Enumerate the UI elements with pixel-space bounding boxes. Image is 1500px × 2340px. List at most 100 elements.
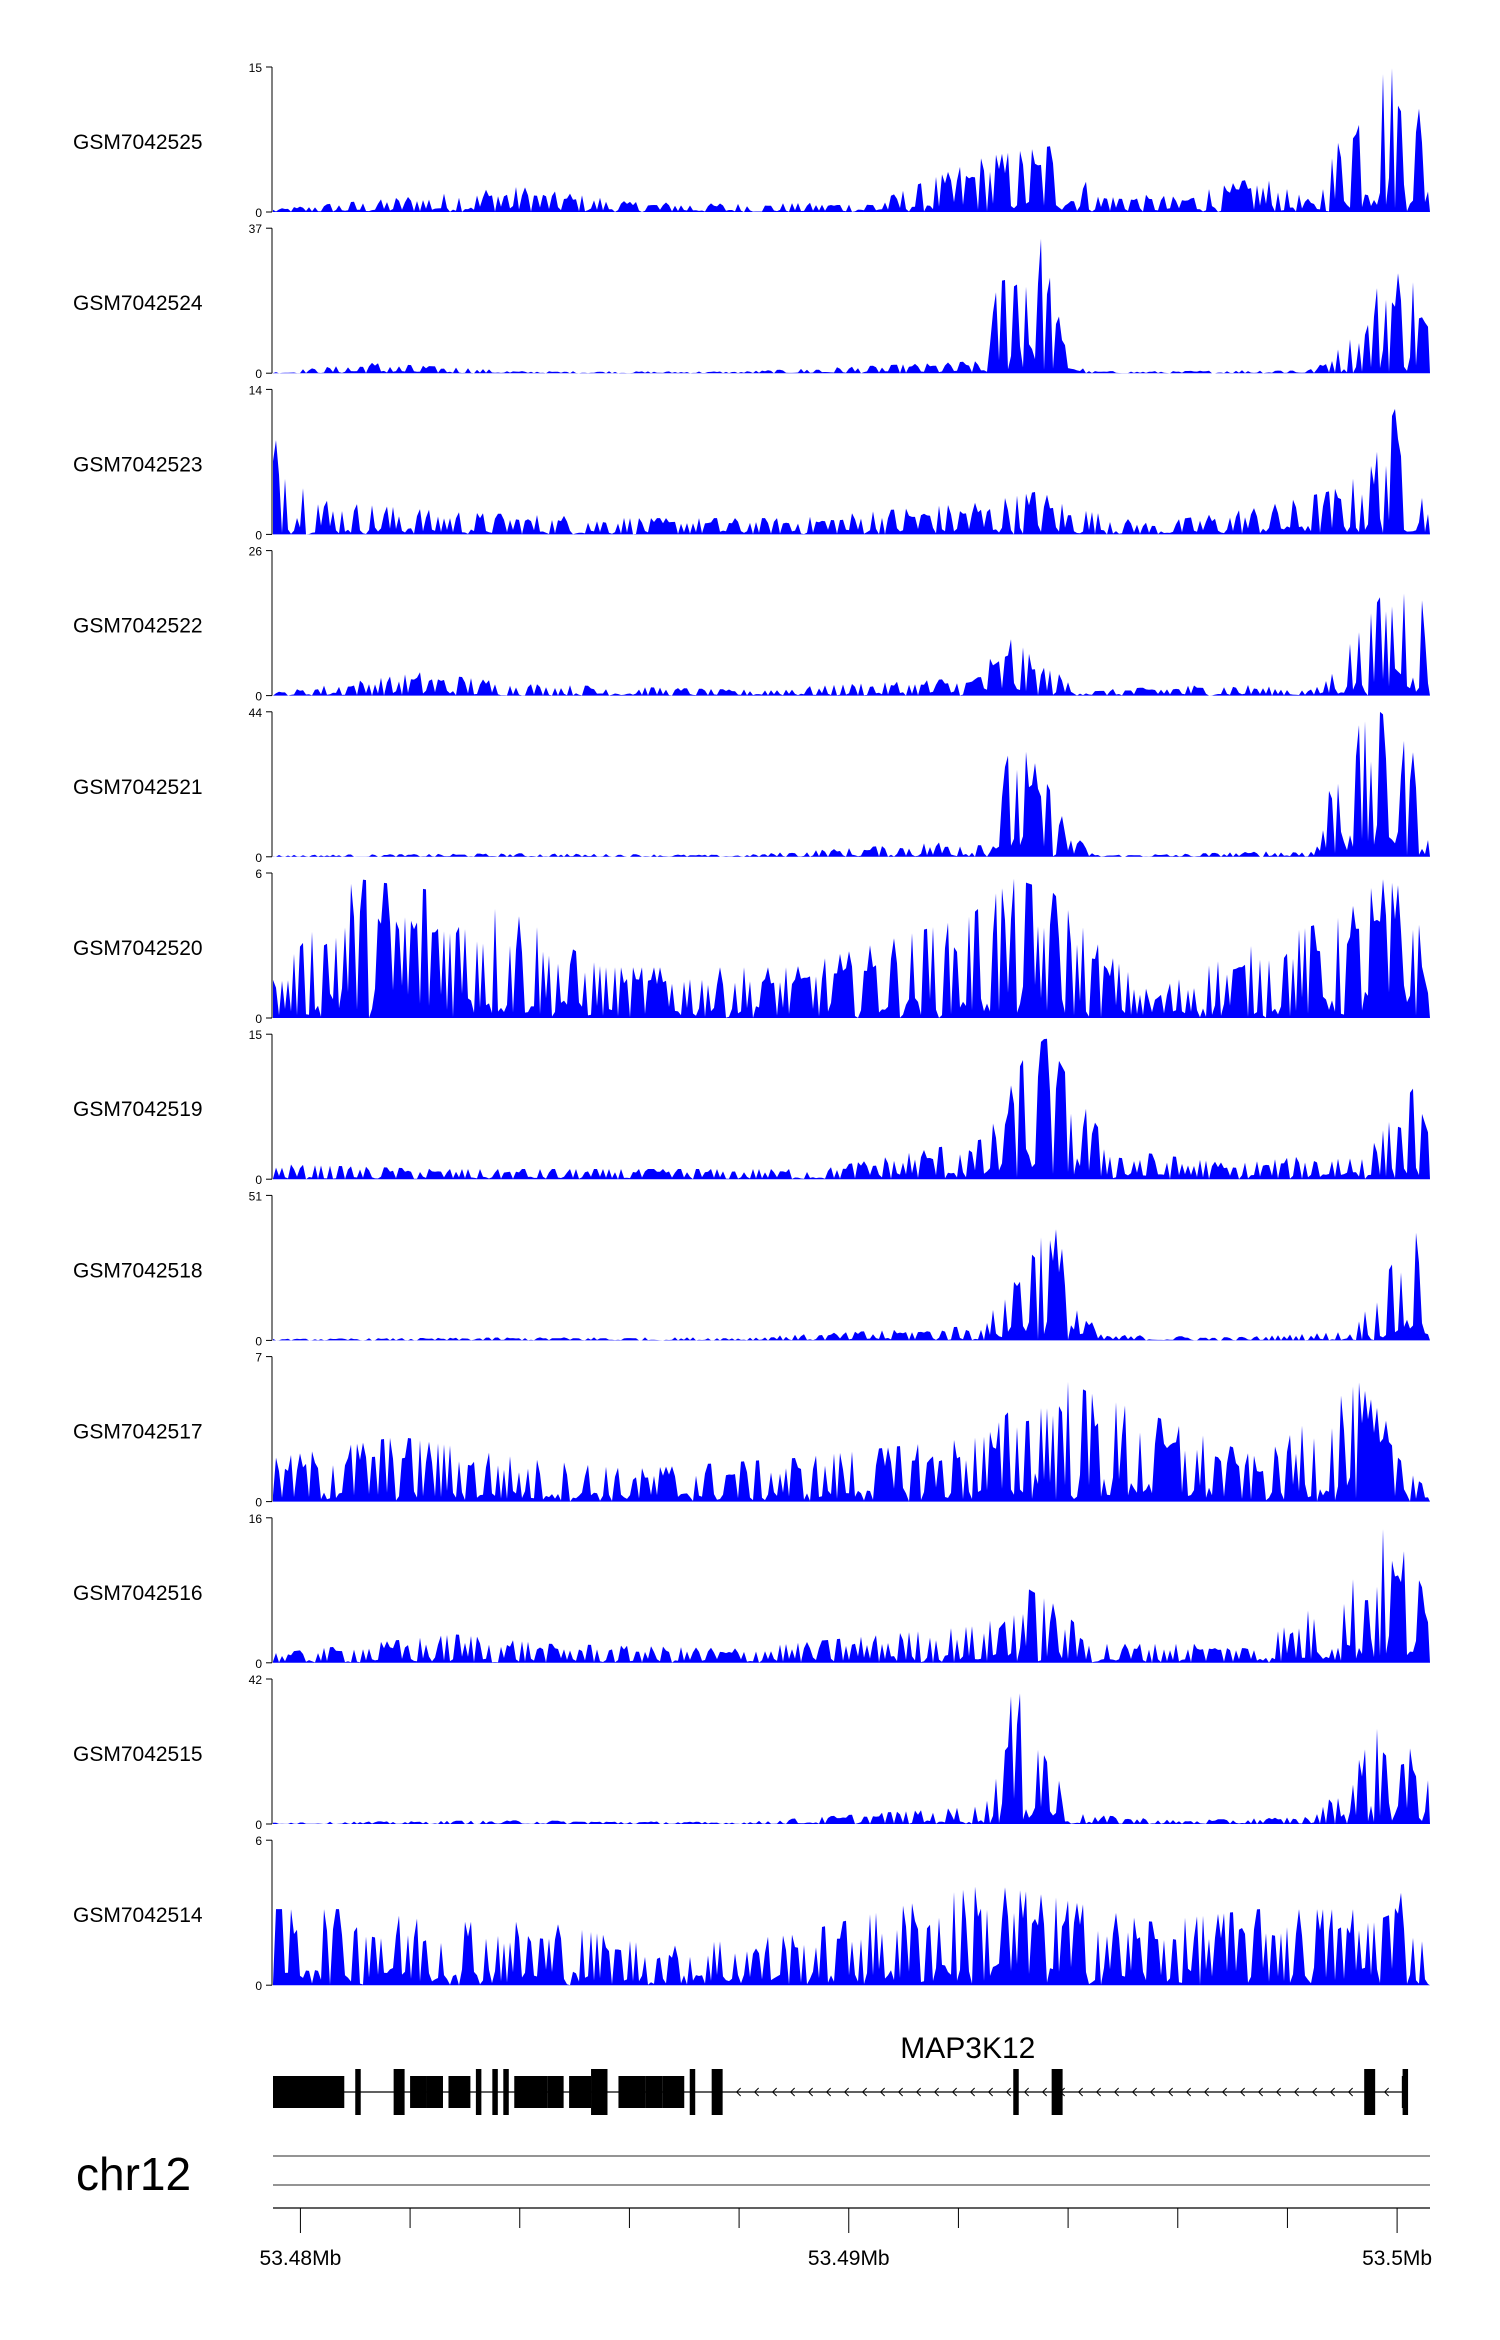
gene-label: MAP3K12 (900, 2032, 1035, 2065)
strand-arrow (1131, 2087, 1137, 2097)
track-ymax-label: 26 (249, 545, 263, 559)
strand-arrow (1167, 2087, 1173, 2097)
chromosome-label: chr12 (76, 2148, 191, 2200)
gene-exon (689, 2069, 696, 2115)
track-ymin-label: 0 (255, 1173, 262, 1187)
signal-area (273, 1038, 1430, 1180)
track-label: GSM7042521 (73, 776, 203, 799)
strand-arrow (807, 2087, 813, 2097)
gene-exon (711, 2069, 723, 2115)
track-ymin-label: 0 (255, 528, 262, 542)
track-label: GSM7042517 (73, 1421, 203, 1444)
track-ymin-label: 0 (255, 1979, 262, 1993)
x-tick-label: 53.5Mb (1362, 2247, 1432, 2270)
gene-exon (492, 2069, 498, 2115)
signal-area (273, 878, 1430, 1018)
strand-arrow (915, 2087, 921, 2097)
track-ymax-label: 15 (249, 1028, 263, 1042)
strand-arrow (1041, 2087, 1047, 2097)
strand-arrow (897, 2087, 903, 2097)
gene-exon (1364, 2069, 1376, 2115)
strand-arrow (735, 2087, 741, 2097)
track-ymax-label: 37 (249, 222, 263, 236)
signal-area (273, 1529, 1430, 1663)
track-ymin-label: 0 (255, 690, 262, 704)
signal-area (273, 238, 1430, 374)
track-label: GSM7042518 (73, 1259, 203, 1282)
track-label: GSM7042514 (73, 1904, 203, 1927)
strand-arrow (1185, 2087, 1191, 2097)
track-label: GSM7042516 (73, 1582, 203, 1605)
signal-area (273, 68, 1430, 212)
gene-exon (1402, 2069, 1409, 2115)
gene-exon (273, 2076, 345, 2108)
track-label: GSM7042522 (73, 615, 203, 638)
gene-exon (569, 2076, 592, 2108)
gene-exon (426, 2076, 443, 2108)
gene-exon (1013, 2069, 1019, 2115)
track-label: GSM7042515 (73, 1743, 203, 1766)
track-ymax-label: 6 (255, 867, 262, 881)
track-label: GSM7042524 (73, 292, 203, 315)
gene-exon (662, 2076, 685, 2108)
strand-arrow (1023, 2087, 1029, 2097)
strand-arrow (861, 2087, 867, 2097)
track-ymax-label: 15 (249, 61, 263, 75)
strand-arrow (1077, 2087, 1083, 2097)
gene-exon (448, 2076, 471, 2108)
signal-area (273, 1693, 1430, 1824)
track-ymin-label: 0 (255, 1818, 262, 1832)
track-ymax-label: 42 (249, 1673, 263, 1687)
strand-arrow (1221, 2087, 1227, 2097)
track-ymin-label: 0 (255, 1657, 262, 1671)
gene-exon (475, 2069, 482, 2115)
strand-arrow (1095, 2087, 1101, 2097)
signal-area (273, 1381, 1430, 1502)
gene-exon (503, 2069, 509, 2115)
strand-arrow (825, 2087, 831, 2097)
track-ymin-label: 0 (255, 206, 262, 220)
strand-arrow (789, 2087, 795, 2097)
strand-arrow (771, 2087, 777, 2097)
strand-arrow (843, 2087, 849, 2097)
strand-arrow (1383, 2087, 1389, 2097)
strand-arrow (1257, 2087, 1263, 2097)
strand-arrow (1005, 2087, 1011, 2097)
strand-arrow (1113, 2087, 1119, 2097)
strand-arrow (1293, 2087, 1299, 2097)
track-label: GSM7042523 (73, 453, 203, 476)
gene-exon (645, 2076, 663, 2108)
strand-arrow (1203, 2087, 1209, 2097)
track-label: GSM7042525 (73, 131, 203, 154)
strand-arrow (1347, 2087, 1353, 2097)
track-ymin-label: 0 (255, 367, 262, 381)
track-ymin-label: 0 (255, 1496, 262, 1510)
strand-arrow (1239, 2087, 1245, 2097)
track-ymin-label: 0 (255, 1334, 262, 1348)
signal-area (273, 408, 1430, 535)
signal-area (273, 1886, 1430, 1986)
gene-exon (591, 2069, 603, 2115)
gene-exon (514, 2076, 548, 2108)
strand-arrow (933, 2087, 939, 2097)
track-label: GSM7042520 (73, 937, 203, 960)
signal-area (273, 1229, 1430, 1341)
strand-arrow (987, 2087, 993, 2097)
x-tick-label: 53.49Mb (808, 2247, 890, 2270)
track-ymin-label: 0 (255, 1012, 262, 1026)
strand-arrow (969, 2087, 975, 2097)
x-tick-label: 53.48Mb (260, 2247, 342, 2270)
strand-arrow (1275, 2087, 1281, 2097)
track-ymax-label: 7 (255, 1351, 262, 1365)
signal-area (273, 593, 1430, 696)
gene-exon (410, 2076, 427, 2108)
gene-exon (393, 2069, 405, 2115)
track-ymax-label: 51 (249, 1189, 263, 1203)
gene-exon (355, 2069, 361, 2115)
track-ymax-label: 44 (249, 706, 263, 720)
strand-arrow (753, 2087, 759, 2097)
strand-arrow (951, 2087, 957, 2097)
gene-exon (1051, 2069, 1063, 2115)
